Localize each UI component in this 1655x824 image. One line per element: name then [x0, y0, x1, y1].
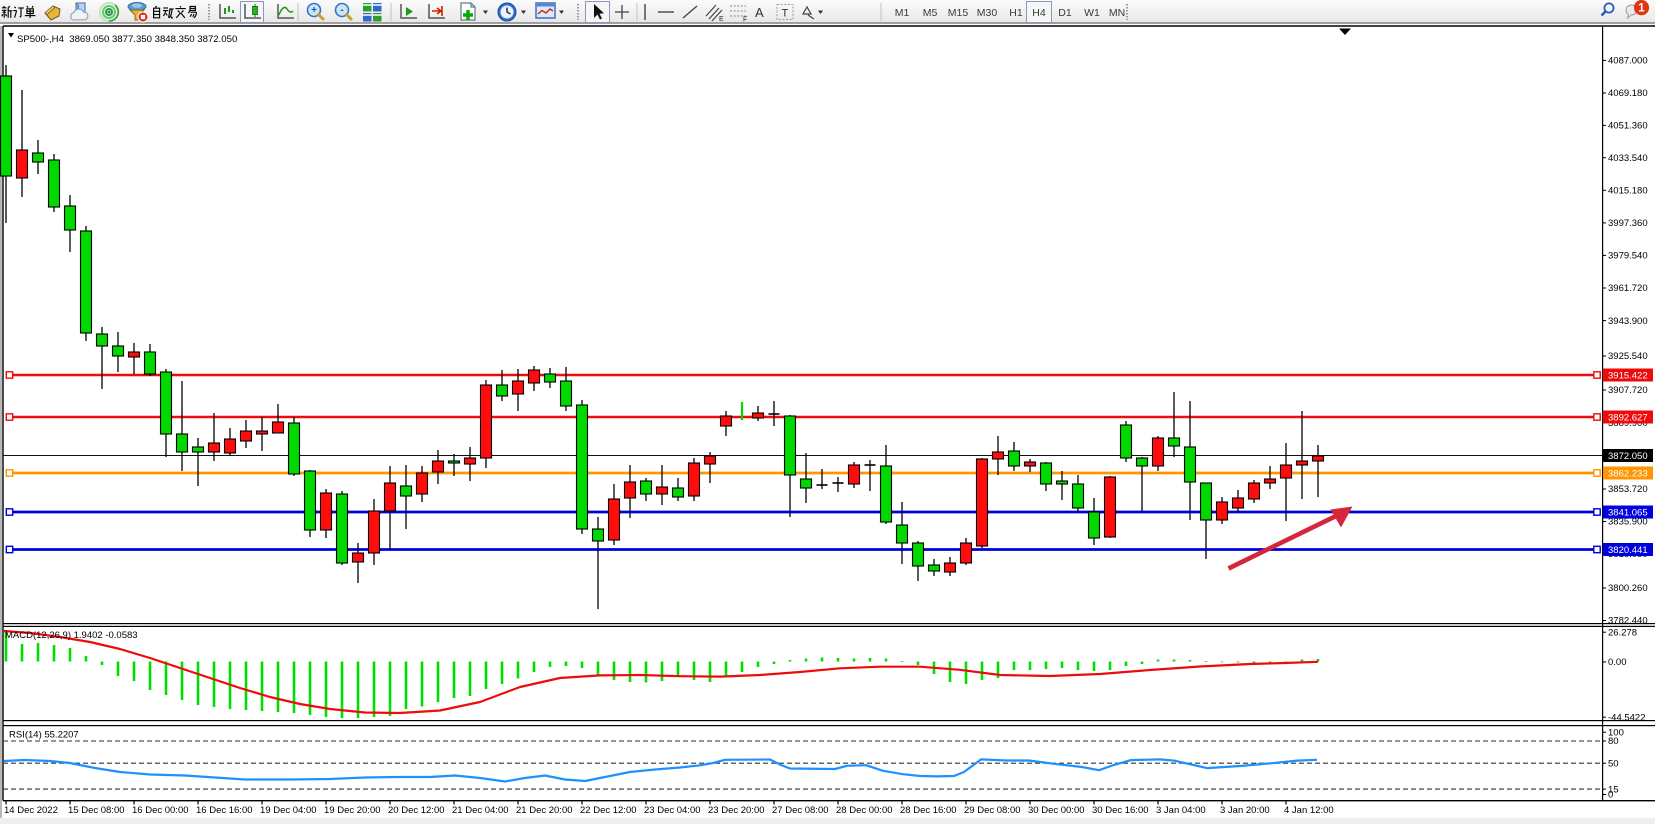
svg-text:-44.5422: -44.5422: [1608, 712, 1646, 723]
svg-text:M15: M15: [948, 7, 969, 19]
svg-text:T: T: [782, 8, 789, 20]
svg-text:80: 80: [1608, 736, 1619, 747]
svg-text:-: -: [340, 5, 343, 16]
svg-text:M1: M1: [895, 7, 910, 19]
svg-text:15: 15: [1608, 784, 1619, 795]
svg-text:0: 0: [1608, 790, 1613, 801]
svg-text:A: A: [755, 5, 764, 20]
svg-text:M30: M30: [977, 7, 998, 19]
svg-text:RSI(14) 55.2207: RSI(14) 55.2207: [9, 730, 79, 741]
svg-text:3 Jan 20:00: 3 Jan 20:00: [1220, 805, 1270, 816]
svg-text:21 Dec 04:00: 21 Dec 04:00: [452, 805, 509, 816]
svg-text:23 Dec 20:00: 23 Dec 20:00: [708, 805, 765, 816]
svg-text:16 Dec 00:00: 16 Dec 00:00: [132, 805, 189, 816]
svg-text:M5: M5: [923, 7, 938, 19]
svg-text:3872.050: 3872.050: [1608, 451, 1648, 462]
svg-text:1: 1: [1638, 3, 1645, 15]
svg-text:SP500-,H4 3869.050 3877.350 3: SP500-,H4 3869.050 3877.350 3848.350 387…: [17, 34, 237, 45]
svg-text:28 Dec 16:00: 28 Dec 16:00: [900, 805, 957, 816]
svg-text:3862.233: 3862.233: [1608, 469, 1648, 480]
svg-text:22 Dec 12:00: 22 Dec 12:00: [580, 805, 637, 816]
svg-text:4033.540: 4033.540: [1608, 153, 1648, 164]
svg-text:D1: D1: [1058, 7, 1072, 19]
svg-text:20 Dec 12:00: 20 Dec 12:00: [388, 805, 445, 816]
svg-text:E: E: [719, 16, 724, 23]
svg-text:3961.720: 3961.720: [1608, 283, 1648, 294]
svg-text:4051.360: 4051.360: [1608, 121, 1648, 132]
svg-text:26.278: 26.278: [1608, 627, 1637, 638]
svg-text:0.00: 0.00: [1608, 657, 1627, 668]
svg-text:F: F: [743, 17, 747, 24]
svg-text:16 Dec 16:00: 16 Dec 16:00: [196, 805, 253, 816]
svg-text:50: 50: [1608, 758, 1619, 769]
svg-text:H4: H4: [1032, 7, 1046, 19]
svg-text:100: 100: [1608, 727, 1624, 738]
svg-text:23 Dec 04:00: 23 Dec 04:00: [644, 805, 701, 816]
svg-text:MACD(12,26,9) 1.9402 -0.0583: MACD(12,26,9) 1.9402 -0.0583: [5, 630, 138, 641]
svg-text:H1: H1: [1009, 7, 1023, 19]
svg-text:21 Dec 20:00: 21 Dec 20:00: [516, 805, 573, 816]
svg-text:3907.720: 3907.720: [1608, 385, 1648, 396]
svg-text:3841.065: 3841.065: [1608, 508, 1648, 519]
svg-text:3820.441: 3820.441: [1608, 545, 1648, 556]
svg-text:30 Dec 16:00: 30 Dec 16:00: [1092, 805, 1149, 816]
svg-text:3915.422: 3915.422: [1608, 371, 1648, 382]
svg-text:3889.900: 3889.900: [1608, 418, 1648, 429]
svg-text:3800.260: 3800.260: [1608, 583, 1648, 594]
svg-text:+: +: [311, 5, 317, 16]
svg-text:3997.360: 3997.360: [1608, 218, 1648, 229]
svg-text:3925.540: 3925.540: [1608, 351, 1648, 362]
svg-text:4069.180: 4069.180: [1608, 88, 1648, 99]
svg-text:4087.000: 4087.000: [1608, 56, 1648, 67]
svg-text:30 Dec 00:00: 30 Dec 00:00: [1028, 805, 1085, 816]
svg-text:3835.900: 3835.900: [1608, 517, 1648, 528]
svg-text:3782.440: 3782.440: [1608, 616, 1648, 627]
svg-text:W1: W1: [1084, 7, 1100, 19]
svg-text:28 Dec 00:00: 28 Dec 00:00: [836, 805, 893, 816]
svg-text:15 Dec 08:00: 15 Dec 08:00: [68, 805, 125, 816]
svg-text:4015.180: 4015.180: [1608, 186, 1648, 197]
svg-text:27 Dec 08:00: 27 Dec 08:00: [772, 805, 829, 816]
svg-text:3892.627: 3892.627: [1608, 413, 1648, 424]
svg-text:29 Dec 08:00: 29 Dec 08:00: [964, 805, 1021, 816]
svg-text:3 Jan 04:00: 3 Jan 04:00: [1156, 805, 1206, 816]
svg-text:19 Dec 04:00: 19 Dec 04:00: [260, 805, 317, 816]
svg-text:4 Jan 12:00: 4 Jan 12:00: [1284, 805, 1334, 816]
svg-text:MN: MN: [1109, 7, 1125, 19]
svg-text:3853.720: 3853.720: [1608, 484, 1648, 495]
svg-text:3943.900: 3943.900: [1608, 316, 1648, 327]
svg-text:14 Dec 2022: 14 Dec 2022: [4, 805, 58, 816]
svg-text:3979.540: 3979.540: [1608, 251, 1648, 262]
svg-text:19 Dec 20:00: 19 Dec 20:00: [324, 805, 381, 816]
